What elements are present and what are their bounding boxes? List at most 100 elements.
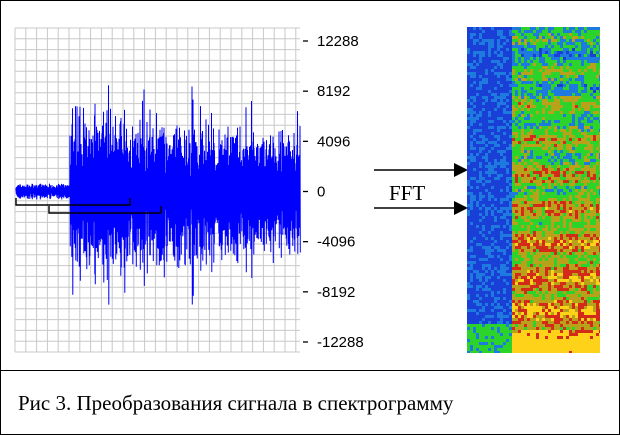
- spectrogram-cell: [515, 33, 518, 36]
- spectrogram-cell: [548, 75, 551, 78]
- spectrogram-cell: [482, 306, 485, 309]
- spectrogram-cell: [575, 123, 578, 126]
- spectrogram-cell: [551, 84, 554, 87]
- spectrogram-cell: [560, 234, 563, 237]
- spectrogram-cell: [575, 111, 578, 114]
- spectrogram-cell: [587, 177, 590, 180]
- spectrogram-cell: [467, 333, 470, 336]
- spectrogram-cell: [515, 207, 518, 210]
- spectrogram-cell: [476, 324, 479, 327]
- spectrogram-cell: [497, 135, 500, 138]
- spectrogram-cell: [524, 294, 527, 297]
- spectrogram-cell: [599, 297, 600, 300]
- spectrogram-cell: [581, 234, 584, 237]
- spectrogram-cell: [473, 84, 476, 87]
- spectrogram-cell: [545, 228, 548, 231]
- spectrogram-cell: [596, 69, 599, 72]
- spectrogram-cell: [494, 300, 497, 303]
- spectrogram-cell: [575, 87, 578, 90]
- spectrogram-cell: [551, 63, 554, 66]
- spectrogram-cell: [593, 171, 596, 174]
- spectrogram-cell: [515, 288, 518, 291]
- spectrogram-cell: [470, 96, 473, 99]
- spectrogram-cell: [539, 147, 542, 150]
- spectrogram-cell: [476, 102, 479, 105]
- spectrogram-cell: [500, 75, 503, 78]
- spectrogram-cell: [497, 99, 500, 102]
- spectrogram-cell: [536, 237, 539, 240]
- spectrogram-cell: [533, 288, 536, 291]
- spectrogram-cell: [482, 138, 485, 141]
- spectrogram-cell: [551, 249, 554, 252]
- spectrogram-cell: [479, 267, 482, 270]
- spectrogram-cell: [476, 60, 479, 63]
- spectrogram-cell: [539, 345, 542, 348]
- spectrogram-cell: [548, 159, 551, 162]
- spectrogram-cell: [569, 126, 572, 129]
- spectrogram-cell: [557, 303, 560, 306]
- spectrogram-cell: [500, 261, 503, 264]
- spectrogram-cell: [500, 180, 503, 183]
- spectrogram-cell: [500, 147, 503, 150]
- spectrogram-cell: [476, 297, 479, 300]
- spectrogram-cell: [515, 63, 518, 66]
- spectrogram-cell: [518, 327, 521, 330]
- spectrogram-cell: [557, 192, 560, 195]
- spectrogram-cell: [509, 267, 512, 270]
- spectrogram-cell: [479, 204, 482, 207]
- spectrogram-cell: [566, 228, 569, 231]
- spectrogram-cell: [557, 33, 560, 36]
- spectrogram-cell: [500, 69, 503, 72]
- spectrogram-cell: [476, 207, 479, 210]
- spectrogram-cell: [581, 123, 584, 126]
- spectrogram-cell: [560, 321, 563, 324]
- spectrogram-cell: [467, 153, 470, 156]
- spectrogram-cell: [491, 237, 494, 240]
- spectrogram-cell: [506, 45, 509, 48]
- spectrogram-cell: [590, 234, 593, 237]
- spectrogram-cell: [500, 264, 503, 267]
- spectrogram-cell: [476, 150, 479, 153]
- spectrogram-cell: [467, 300, 470, 303]
- spectrogram-cell: [488, 171, 491, 174]
- spectrogram-cell: [548, 33, 551, 36]
- spectrogram-cell: [542, 312, 545, 315]
- spectrogram-cell: [512, 273, 515, 276]
- spectrogram-cell: [506, 159, 509, 162]
- spectrogram-cell: [596, 186, 599, 189]
- spectrogram-cell: [572, 45, 575, 48]
- spectrogram-cell: [599, 162, 600, 165]
- spectrogram-cell: [596, 51, 599, 54]
- spectrogram-cell: [527, 81, 530, 84]
- spectrogram-cell: [542, 189, 545, 192]
- spectrogram-cell: [503, 207, 506, 210]
- spectrogram-cell: [569, 63, 572, 66]
- spectrogram-cell: [509, 270, 512, 273]
- spectrogram-cell: [491, 180, 494, 183]
- spectrogram-cell: [554, 201, 557, 204]
- spectrogram-cell: [476, 264, 479, 267]
- spectrogram-cell: [566, 345, 569, 348]
- spectrogram-cell: [488, 51, 491, 54]
- spectrogram-cell: [575, 234, 578, 237]
- spectrogram-cell: [509, 48, 512, 51]
- spectrogram-cell: [476, 270, 479, 273]
- spectrogram-cell: [524, 63, 527, 66]
- spectrogram-cell: [473, 105, 476, 108]
- spectrogram-cell: [554, 282, 557, 285]
- spectrogram-cell: [581, 66, 584, 69]
- spectrogram-cell: [563, 165, 566, 168]
- spectrogram-cell: [524, 192, 527, 195]
- spectrogram-cell: [584, 174, 587, 177]
- spectrogram-cell: [530, 132, 533, 135]
- spectrogram-cell: [578, 219, 581, 222]
- spectrogram-cell: [575, 135, 578, 138]
- spectrogram-cell: [488, 234, 491, 237]
- spectrogram-cell: [539, 240, 542, 243]
- spectrogram-cell: [587, 279, 590, 282]
- spectrogram-cell: [599, 108, 600, 111]
- spectrogram-cell: [521, 162, 524, 165]
- spectrogram-cell: [491, 276, 494, 279]
- spectrogram-cell: [518, 282, 521, 285]
- spectrogram-cell: [476, 348, 479, 351]
